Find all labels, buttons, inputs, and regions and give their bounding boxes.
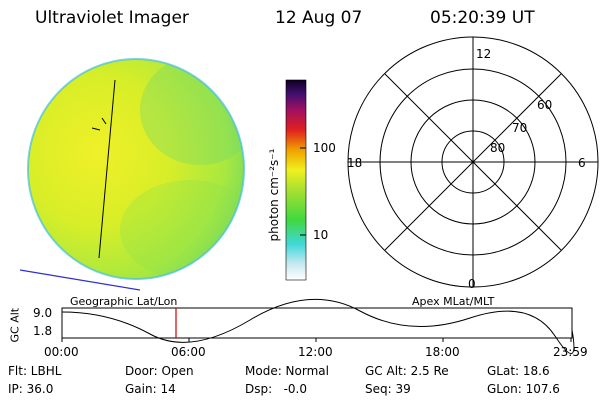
tick-1200: 12:00: [298, 345, 333, 359]
tick-0000: 00:00: [44, 345, 79, 359]
instrument-title: Ultraviolet Imager: [35, 8, 189, 28]
polar-ring-label-70: 70: [512, 121, 528, 135]
gc-alt-bottom-value: 1.8: [33, 324, 53, 338]
colorbar-tick-10: 10: [313, 228, 329, 242]
polar-label-6: 6: [578, 156, 586, 170]
altitude-curve: [61, 298, 575, 355]
polar-label-0: 0: [468, 277, 476, 291]
tick-1800: 18:00: [425, 345, 460, 359]
time-label: 05:20:39 UT: [430, 8, 535, 28]
colorbar-tick-100: 100: [313, 141, 336, 155]
polar-label-12: 12: [476, 47, 492, 61]
info-gain: Gain: 14: [125, 382, 176, 396]
geographic-latlon-label: Geographic Lat/Lon: [70, 295, 178, 308]
earth-disk: [28, 59, 244, 279]
info-seq: Seq: 39: [365, 382, 411, 396]
polar-ring-label-60: 60: [537, 98, 553, 112]
colorbar-scale: [285, 79, 307, 281]
info-ip: IP: 36.0: [8, 382, 54, 396]
limb-line: [19, 269, 141, 291]
info-door: Door: Open: [125, 364, 194, 378]
apex-mlat-mlt-label: Apex MLat/MLT: [412, 295, 495, 308]
terminator-line: [98, 79, 116, 259]
info-glat: GLat: 18.6: [487, 364, 550, 378]
gc-alt-top-value: 9.0: [33, 306, 53, 320]
date-label: 12 Aug 07: [275, 8, 363, 28]
polar-ring-label-80: 80: [490, 141, 506, 155]
tick-2359: 23:59: [553, 345, 588, 359]
info-glon: GLon: 107.6: [487, 382, 560, 396]
tick-0600: 06:00: [171, 345, 206, 359]
info-mode: Mode: Normal: [245, 364, 329, 378]
info-dsp: Dsp: -0.0: [245, 382, 308, 396]
info-gc-alt: GC Alt: 2.5 Re: [365, 364, 449, 378]
info-filter: Flt: LBHL: [8, 364, 62, 378]
polar-label-18: 18: [347, 156, 363, 170]
timeline-frame: [61, 307, 573, 339]
